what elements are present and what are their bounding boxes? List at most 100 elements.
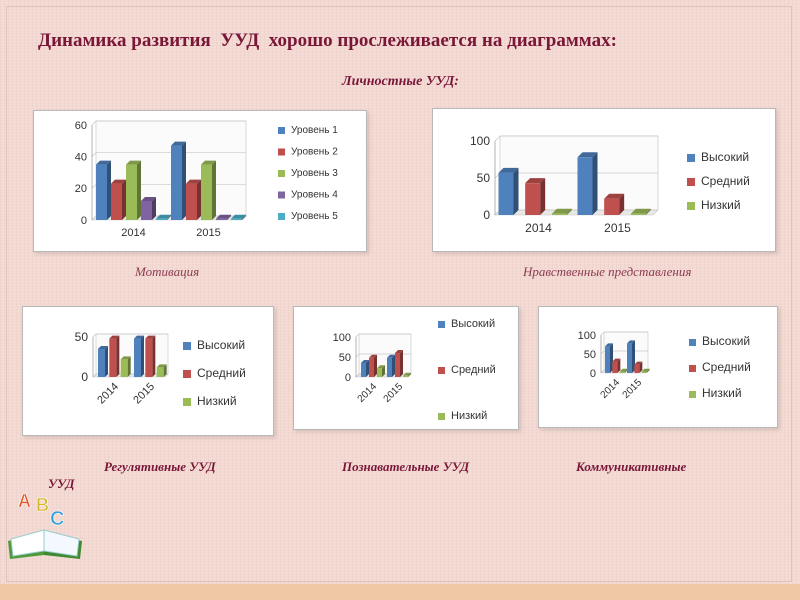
legend-swatch <box>438 367 445 374</box>
bar-top <box>126 160 141 165</box>
bar-side <box>513 167 519 215</box>
x-tick-label: 2014 <box>95 381 121 407</box>
bar <box>171 145 182 220</box>
y-tick-label: 0 <box>590 368 596 380</box>
bar <box>369 357 374 377</box>
bar <box>145 338 153 377</box>
bar-side <box>105 346 108 377</box>
slide-title: Динамика развития УУД хорошо прослеживае… <box>38 30 617 51</box>
bar-top <box>395 350 403 353</box>
bar-top <box>641 368 650 372</box>
bar-top <box>361 360 369 363</box>
x-tick-label: 2014 <box>356 381 380 405</box>
x-tick-label: 2015 <box>604 221 631 235</box>
motivation-chart: 0 20 40 60 2014 2015 Уровень 1 Уровень 2 Уровень… <box>33 110 367 252</box>
bar <box>612 361 618 373</box>
legend-swatch <box>438 321 445 328</box>
x-tick-label: 2014 <box>121 227 145 239</box>
bar-top <box>612 358 621 362</box>
gridline-depth <box>92 373 97 378</box>
x-tick-label: 2015 <box>131 381 157 407</box>
legend-swatch <box>183 342 191 350</box>
moral-svg: 0 50 100 2014 2015 Высокий Средний Низкий <box>470 134 750 235</box>
bar-side <box>197 179 201 220</box>
bar-top <box>186 179 201 184</box>
gridline-depth <box>91 184 97 189</box>
bar <box>498 172 514 215</box>
x-tick-label: 2014 <box>525 221 552 235</box>
bar <box>98 349 105 377</box>
bar-side <box>645 208 651 215</box>
bar-top <box>387 354 395 358</box>
bar-top <box>171 141 186 146</box>
legend-swatch <box>689 365 696 372</box>
legend-label: Высокий <box>451 318 495 330</box>
x-tick-label: 2015 <box>196 227 220 239</box>
bar-top <box>141 197 156 201</box>
bar-top <box>630 208 651 214</box>
y-tick-label: 50 <box>75 330 89 344</box>
bar-side <box>122 179 126 220</box>
bar-top <box>604 193 625 199</box>
bar-side <box>366 360 369 377</box>
legend-swatch <box>687 154 695 162</box>
gridline-depth <box>355 333 360 338</box>
bar-top <box>109 335 120 339</box>
bar <box>156 367 164 377</box>
legend-label: Уровень 2 <box>291 147 338 158</box>
legend-swatch <box>438 413 445 420</box>
bar <box>604 198 620 215</box>
bar <box>377 368 382 377</box>
legend-swatch <box>687 202 695 210</box>
regulative-svg: 0 50 2014 2015 Высокий Средний Низкий <box>75 330 246 408</box>
legend-swatch <box>689 339 696 346</box>
bar <box>403 375 408 377</box>
bar-top <box>216 214 231 219</box>
y-tick-label: 100 <box>578 330 596 342</box>
bar-side <box>182 141 186 220</box>
y-tick-label: 0 <box>81 215 87 227</box>
legend-label: Низкий <box>702 386 742 400</box>
bar-top <box>231 214 246 219</box>
y-tick-label: 0 <box>81 370 88 384</box>
legend-swatch <box>278 213 285 220</box>
y-tick-label: 100 <box>333 332 351 344</box>
motivation-caption: Мотивация <box>135 264 200 279</box>
bar-top <box>619 368 628 372</box>
bar-side <box>163 364 167 377</box>
bar-side <box>566 208 572 215</box>
bar <box>551 213 567 215</box>
gridline-depth <box>91 215 97 221</box>
bar <box>627 343 632 373</box>
bar <box>387 357 392 377</box>
bar-top <box>377 365 385 369</box>
bar-side <box>639 361 643 373</box>
bar-side <box>374 354 377 377</box>
bar-side <box>212 160 216 220</box>
x-tick-label: 2015 <box>382 381 406 405</box>
y-tick-label: 60 <box>75 120 87 132</box>
logo-letter-a: A <box>18 491 31 511</box>
bar <box>126 164 137 220</box>
gridline-depth <box>600 369 605 374</box>
bar-side <box>242 214 246 220</box>
moral-chart: 0 50 100 2014 2015 Высокий Средний Низкий <box>432 108 776 252</box>
bar <box>619 371 625 373</box>
bar <box>96 164 107 220</box>
bar-side <box>624 368 628 373</box>
book-left-page <box>10 529 45 557</box>
bar-side <box>167 214 171 220</box>
bar <box>395 353 400 377</box>
legend-label: Средний <box>701 174 750 188</box>
logo-letter-c: C <box>50 508 64 530</box>
bar <box>120 359 128 377</box>
bar-side <box>408 372 411 377</box>
bar <box>141 201 152 220</box>
bar-side <box>127 356 131 377</box>
bar-top <box>627 340 635 344</box>
bar-side <box>152 197 156 220</box>
legend-swatch <box>278 191 285 199</box>
bar <box>630 213 646 215</box>
y-tick-label: 50 <box>477 171 491 185</box>
logo-letter-b: B <box>36 495 49 515</box>
